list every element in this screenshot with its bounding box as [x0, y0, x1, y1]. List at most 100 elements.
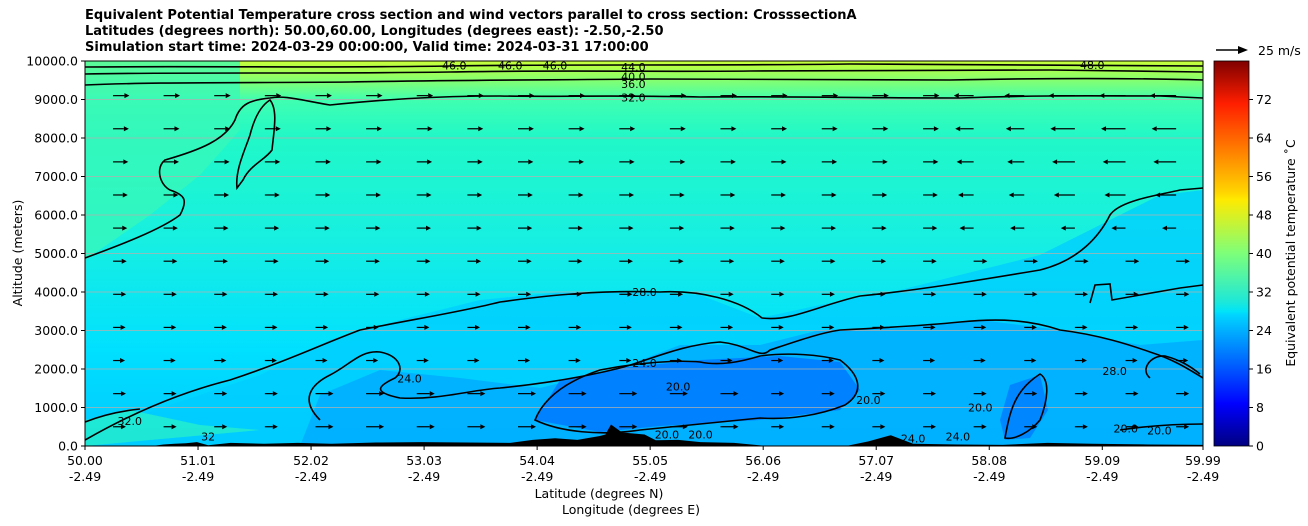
wind-vector-head: [1052, 159, 1058, 165]
quiver-key-label: 25 m/s: [1258, 43, 1301, 58]
x-tick-label-lat: 58.08: [971, 453, 1007, 468]
contour-label: 24.0: [397, 373, 422, 386]
contour-label: 24.0: [946, 430, 971, 443]
wind-vector-head: [478, 126, 484, 132]
wind-vector-head: [120, 358, 126, 364]
wind-vector-head: [779, 424, 785, 430]
wind-vector-head: [880, 291, 886, 297]
wind-vector-head: [733, 391, 739, 397]
wind-vector-head: [527, 192, 533, 198]
wind-vector-head: [222, 258, 228, 264]
wind-vector-head: [581, 391, 587, 397]
wind-vector-head: [780, 225, 786, 231]
wind-vector-head: [122, 192, 128, 198]
x-tick-label-lon: -2.49: [973, 469, 1005, 484]
wind-vector-head: [1155, 192, 1161, 198]
wind-vector-head: [222, 424, 228, 430]
wind-vector-head: [830, 258, 836, 264]
contour-lines: [85, 63, 1203, 441]
contour-label: 28.0: [1102, 365, 1127, 378]
wind-vector-head: [730, 159, 736, 165]
x-axis-ticks: 50.00-2.4951.01-2.4952.02-2.4953.03-2.49…: [67, 446, 1221, 484]
wind-vector-head: [477, 192, 483, 198]
wind-vector-head: [782, 93, 788, 99]
colorbar-tick-label: 56: [1256, 169, 1272, 184]
contour-label: 28.0: [632, 286, 657, 299]
wind-vector-head: [680, 126, 686, 132]
contour-label: 24.0: [632, 357, 657, 370]
wind-vector-head: [221, 324, 227, 330]
x-tick-label-lat: 53.03: [406, 453, 442, 468]
x-tick-label-lat: 56.06: [745, 453, 781, 468]
wind-vector-head: [629, 159, 635, 165]
contour-fill-regions: [85, 61, 1203, 446]
wind-vector-head: [630, 93, 636, 99]
wind-vector-head: [526, 258, 532, 264]
wind-vector-head: [1083, 291, 1089, 297]
wind-vector-head: [530, 424, 536, 430]
wind-vector-head: [424, 291, 430, 297]
colorbar-tick-label: 32: [1256, 285, 1272, 300]
wind-vector-head: [980, 358, 986, 364]
x-tick-label-lon: -2.49: [521, 469, 553, 484]
contour-label: 20.0: [1114, 423, 1139, 436]
quiver-key: 25 m/s: [1216, 43, 1301, 58]
wind-vector-head: [323, 291, 329, 297]
wind-vector-head: [476, 258, 482, 264]
wind-vector-head: [881, 258, 887, 264]
wind-vector-head: [530, 391, 536, 397]
contour-line: [85, 408, 141, 423]
contour-label: 36.0: [621, 78, 646, 91]
wind-vector-head: [1007, 159, 1013, 165]
wind-vector-head: [832, 159, 838, 165]
wind-vector-head: [1104, 192, 1110, 198]
wind-vector-head: [879, 358, 885, 364]
wind-vector-head: [577, 258, 583, 264]
wind-vector-head: [172, 225, 178, 231]
contour-line: [1004, 373, 1048, 440]
wind-vector-head: [374, 258, 380, 264]
contour-labels: 46.0 46.0 46.0 44.040.036.032.048.028.024.0…: [118, 61, 1172, 445]
wind-vector-head: [480, 391, 486, 397]
contour-line: [85, 63, 1203, 68]
wind-vector-head: [1004, 93, 1010, 99]
wind-vector-head: [1099, 93, 1105, 99]
x-tick-label-lon: -2.49: [747, 469, 779, 484]
colorbar-tick-label: 16: [1256, 362, 1272, 377]
wind-vector-head: [779, 391, 785, 397]
wind-vector-head: [1153, 159, 1159, 165]
quiver-key-arrowhead: [1238, 46, 1248, 54]
wind-vector-head: [275, 159, 281, 165]
wind-vector-head: [629, 192, 635, 198]
colorbar-tick-label: 8: [1256, 400, 1264, 415]
wind-vector-head: [981, 424, 987, 430]
wind-vector-head: [1132, 358, 1138, 364]
wind-vector-head: [578, 192, 584, 198]
wind-vector-head: [1032, 391, 1038, 397]
wind-vector-head: [426, 192, 432, 198]
wind-vector-head: [1082, 391, 1088, 397]
wind-vectors: [112, 93, 1190, 430]
wind-vector-head: [427, 159, 433, 165]
wind-vector-head: [982, 258, 988, 264]
x-tick-label-lon: -2.49: [634, 469, 666, 484]
wind-vector-head: [1151, 126, 1157, 132]
y-tick-label: 5000.0: [34, 246, 78, 261]
wind-vector-head: [883, 126, 889, 132]
wind-vector-head: [476, 225, 482, 231]
wind-vector-head: [272, 324, 278, 330]
wind-vector-head: [474, 358, 480, 364]
wind-vector-head: [322, 358, 328, 364]
wind-vector-head: [981, 324, 987, 330]
wind-vector-head: [173, 159, 179, 165]
wind-vector-head: [829, 424, 835, 430]
wind-vector-head: [881, 225, 887, 231]
wind-vector-head: [930, 358, 936, 364]
wind-vector-head: [124, 93, 130, 99]
chart-title-line-3: Simulation start time: 2024-03-29 00:00:…: [85, 40, 649, 55]
wind-vector-head: [225, 126, 231, 132]
wind-vector-head: [324, 258, 330, 264]
wind-vector-head: [731, 93, 737, 99]
wind-vector-head: [578, 159, 584, 165]
